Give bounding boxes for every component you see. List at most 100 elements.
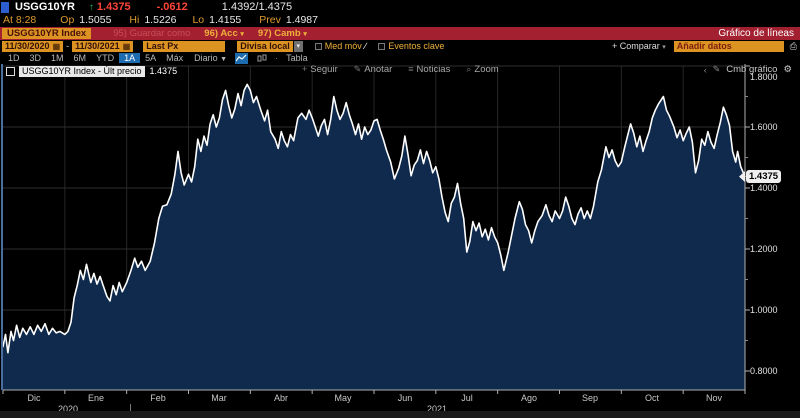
calendar-icon: ▦	[122, 41, 131, 51]
last-price-flag: 1.4375	[746, 170, 782, 183]
legend-series-value: 1.4375	[149, 66, 178, 76]
legend-checkbox[interactable]	[6, 66, 15, 76]
high-label: Hi	[129, 14, 140, 26]
calendar-icon: ▦	[52, 41, 61, 51]
open-value: 1.5055	[79, 14, 112, 26]
y-axis-label: 0.8000	[750, 366, 778, 376]
table-view-button[interactable]: Tabla	[286, 53, 308, 63]
frequency-select[interactable]: Diario ▼	[194, 53, 228, 63]
period-buttons: 1D 3D 1M 6M YTD 1A 5A Máx	[3, 52, 188, 64]
edit-chart-button[interactable]: Cmb gráfico	[726, 64, 778, 75]
candle-chart-type-button[interactable]	[256, 53, 269, 64]
period-button-1m[interactable]: 1M	[51, 52, 64, 63]
date-to-input[interactable]: 11/30/2021 ▦	[72, 40, 134, 52]
annotate-button[interactable]: ✎ Anotar	[353, 64, 393, 75]
x-axis-month-label: Mar	[211, 393, 227, 403]
x-axis-month-label: Sep	[581, 393, 598, 403]
security-input[interactable]: USGG10YR Index	[2, 28, 92, 39]
compare-button[interactable]: + Comparar ▾	[611, 41, 666, 51]
security-color-chip-icon	[1, 1, 9, 13]
printer-icon[interactable]: ⎙	[789, 40, 797, 51]
open-label: Op	[60, 14, 75, 26]
moving-avg-line-icon: ∕	[364, 41, 367, 51]
ticker-symbol: USGG10YR	[15, 1, 75, 13]
price-field-input[interactable]: Last Px	[143, 40, 226, 52]
x-axis-year-label: 2020	[57, 404, 79, 414]
x-axis-month-label: May	[334, 393, 352, 403]
currency-dropdown-button[interactable]: ▾	[293, 40, 303, 52]
bid-ask: 1.4392/1.4375	[221, 1, 293, 13]
more-options-button[interactable]: ·	[275, 53, 279, 63]
chevron-down-icon: ▼	[220, 56, 228, 63]
magnifier-icon: ⌕	[466, 64, 472, 74]
x-axis-month-label: Jun	[397, 393, 413, 403]
screen-title: Gráfico de líneas	[718, 28, 794, 39]
track-button[interactable]: + Seguir	[302, 64, 338, 75]
x-axis-month-label: Feb	[150, 393, 166, 403]
up-arrow-icon: ↑	[88, 1, 94, 13]
low-value: 1.4155	[209, 14, 242, 26]
y-axis-label: 1.8000	[750, 72, 778, 82]
chart-tools: + Seguir ✎ Anotar ≡ Noticias ⌕ Zoom	[302, 63, 499, 76]
chevron-down-icon: ▾	[303, 31, 307, 38]
moving-avg-checkbox[interactable]	[314, 42, 322, 50]
legend-series-label[interactable]: USGG10YR Index - Últ precio	[19, 65, 145, 77]
y-axis-label: 1.2000	[750, 244, 778, 254]
low-label: Lo	[192, 14, 205, 26]
last-price: 1.4375	[96, 1, 131, 13]
x-axis-month-label: Abr	[273, 393, 288, 403]
quote-subheader: At 8:28 Op 1.5055 Hi 1.5226 Lo 1.4155 Pr…	[3, 13, 800, 27]
zoom-button[interactable]: ⌕ Zoom	[466, 64, 499, 75]
function-title-bar: USGG10YR Index 95) Guardar como 96) Acc …	[0, 27, 800, 40]
period-button-6m[interactable]: 6M	[73, 52, 87, 63]
prev-label: Prev	[259, 14, 281, 26]
date-range-separator: -	[66, 41, 70, 51]
x-axis-year-label: 2021	[426, 404, 448, 414]
key-events-label: Eventos clave	[388, 41, 445, 51]
period-button-1a[interactable]: 1A	[119, 52, 141, 63]
add-data-input[interactable]: Añadir datos	[673, 40, 784, 52]
pencil-icon: ✎	[353, 64, 362, 74]
period-button-máx[interactable]: Máx	[166, 52, 184, 63]
line-chart-type-button[interactable]	[235, 52, 249, 64]
news-icon: ≡	[408, 64, 414, 74]
y-axis-label: 1.6000	[750, 122, 778, 132]
quote-header: USGG10YR ↑ 1.4375 -.0612 1.4392/1.4375	[0, 0, 800, 14]
x-axis-month-label: Ene	[87, 393, 104, 403]
x-axis-month-label: Nov	[705, 393, 722, 403]
year-divider	[130, 404, 131, 413]
currency-select[interactable]: Divisa local	[237, 40, 293, 52]
period-button-ytd[interactable]: YTD	[96, 52, 115, 63]
x-axis-month-label: Jul	[461, 393, 473, 403]
period-button-1d[interactable]: 1D	[8, 52, 20, 63]
prev-value: 1.4987	[285, 14, 318, 26]
date-from-input[interactable]: 11/30/2020 ▦	[2, 40, 64, 52]
moving-avg-label: Med móv	[324, 41, 362, 51]
chart-settings-toolbar: 11/30/2020 ▦ - 11/30/2021 ▦ Last Px Divisa…	[0, 40, 800, 52]
crosshair-icon: +	[302, 64, 308, 74]
price-change: -.0612	[156, 1, 188, 13]
period-selector-row: 1D 3D 1M 6M YTD 1A 5A Máx Diario ▼ · Tabla	[3, 52, 308, 64]
y-axis-label: 1.4000	[750, 183, 778, 193]
y-axis-label: 1.0000	[750, 305, 778, 315]
collapse-icon[interactable]: ‹	[703, 64, 707, 75]
pencil-icon[interactable]: ✎	[712, 64, 721, 74]
period-button-5a[interactable]: 5A	[145, 52, 157, 63]
chart-tools-right: ‹ ✎ Cmb gráfico ⚙	[704, 63, 792, 76]
save-as-menu-item[interactable]: 95) Guardar como	[113, 28, 191, 39]
key-events-checkbox[interactable]	[378, 42, 386, 50]
x-axis-month-label: Dic	[27, 393, 41, 403]
x-axis-month-label: Ago	[520, 393, 537, 403]
at-time: At 8:28	[3, 14, 37, 26]
actions-menu-button[interactable]: 96) Acc ▾	[204, 28, 244, 39]
high-value: 1.5226	[144, 14, 177, 26]
x-axis-month-label: Oct	[644, 393, 659, 403]
chevron-down-icon: ▾	[240, 31, 244, 38]
chart-legend: USGG10YR Index - Últ precio 1.4375	[6, 65, 177, 77]
news-button[interactable]: ≡ Noticias	[408, 64, 451, 75]
edit-menu-button[interactable]: 97) Camb ▾	[257, 28, 307, 39]
period-button-3d[interactable]: 3D	[29, 52, 42, 63]
gear-icon[interactable]: ⚙	[783, 64, 792, 75]
